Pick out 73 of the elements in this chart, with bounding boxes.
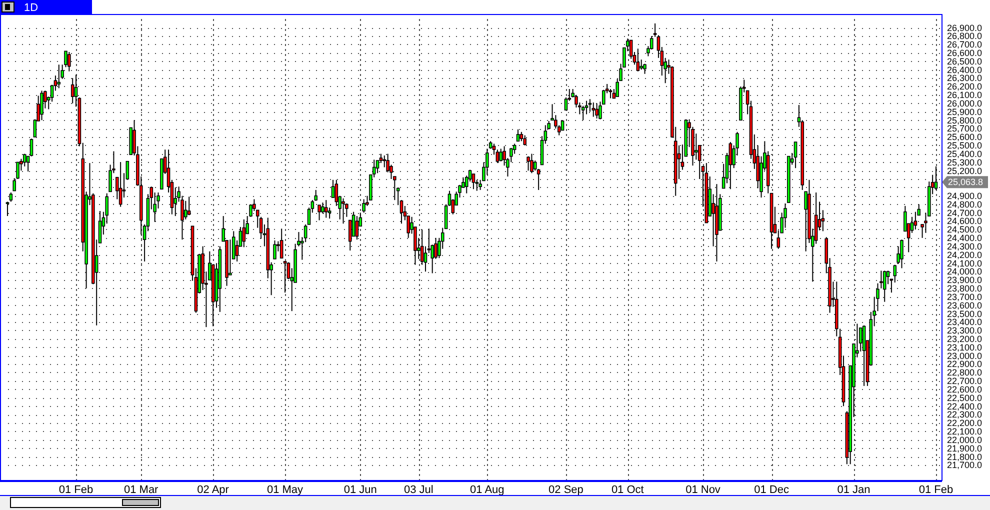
y-tick-label: 21,700.0 <box>947 460 982 470</box>
y-tick-label: 24,200.0 <box>947 250 982 260</box>
y-tick-label: 25,700.0 <box>947 124 982 134</box>
y-tick-label: 24,800.0 <box>947 199 982 210</box>
y-tick-label: 26,000.0 <box>947 98 982 108</box>
y-tick-label: 23,500.0 <box>947 308 982 319</box>
x-tick-label: 01 May <box>266 484 304 496</box>
y-tick-label: 26,800.0 <box>947 31 982 42</box>
y-tick-label: 25,400.0 <box>947 148 982 159</box>
y-tick-label: 24,100.0 <box>947 258 982 268</box>
y-tick-label: 25,600.0 <box>947 132 982 142</box>
y-tick-label: 25,200.0 <box>947 166 982 176</box>
y-tick-label: 23,200.0 <box>947 334 982 344</box>
y-tick-label: 22,300.0 <box>947 410 982 420</box>
y-tick-label: 23,800.0 <box>947 284 982 294</box>
y-tick-label: 25,900.0 <box>947 106 982 117</box>
x-tick-label: 01 Jan <box>837 484 870 496</box>
y-tick-label: 22,000.0 <box>947 434 982 445</box>
y-tick-label: 22,900.0 <box>947 359 982 370</box>
y-tick-label: 25,300.0 <box>947 157 982 168</box>
x-tick-label: 01 Feb <box>58 484 94 496</box>
y-tick-label: 26,200.0 <box>947 82 982 92</box>
y-tick-label: 23,900.0 <box>947 275 982 286</box>
y-tick-label: 23,000.0 <box>947 350 982 361</box>
y-tick-label: 22,100.0 <box>947 426 982 437</box>
y-tick-label: 23,600.0 <box>947 300 982 310</box>
candlestick <box>118 162 122 208</box>
y-tick-label: 26,100.0 <box>947 90 982 100</box>
y-tick-label: 23,300.0 <box>947 326 982 336</box>
y-tick-label: 26,500.0 <box>947 56 982 66</box>
x-tick-label: 01 Dec <box>754 484 790 496</box>
text: 25,063.8 <box>948 177 984 188</box>
candlestick <box>640 59 643 70</box>
x-tick-label: 01 Feb <box>918 484 954 496</box>
y-tick-label: 24,700.0 <box>947 208 982 218</box>
y-tick-label: 25,500.0 <box>947 140 982 151</box>
y-tick-label: 26,600.0 <box>947 48 982 58</box>
x-tick-label: 01 Nov <box>686 484 721 496</box>
y-tick-label: 22,600.0 <box>947 384 982 394</box>
y-tick-label: 21,800.0 <box>947 452 982 462</box>
y-tick-label: 23,400.0 <box>947 317 982 328</box>
candlestick <box>592 102 596 118</box>
y-tick-label: 22,500.0 <box>947 392 982 403</box>
chart-title: 1D <box>24 2 38 14</box>
y-tick-label: 22,700.0 <box>947 376 982 386</box>
y-tick-label: 23,100.0 <box>947 342 982 352</box>
candlestick <box>184 200 188 220</box>
y-tick-label: 24,300.0 <box>947 241 982 252</box>
y-tick-label: 24,000.0 <box>947 266 982 277</box>
y-tick-label: 25,800.0 <box>947 115 982 126</box>
x-tick-label: 02 Sep <box>548 484 584 496</box>
y-tick-label: 23,700.0 <box>947 292 982 302</box>
candlestick <box>880 270 883 289</box>
x-tick-label: 03 Jul <box>404 484 434 496</box>
y-tick-label: 22,200.0 <box>947 418 982 428</box>
y-tick-label: 21,900.0 <box>947 443 982 454</box>
y-tick-label: 26,400.0 <box>947 64 982 75</box>
candlestick <box>499 148 503 162</box>
y-tick-label: 24,600.0 <box>947 216 982 226</box>
y-tick-label: 22,400.0 <box>947 401 982 412</box>
x-tick-label: 01 Mar <box>124 484 159 496</box>
y-tick-label: 24,400.0 <box>947 233 982 244</box>
y-tick-label: 24,500.0 <box>947 224 982 235</box>
x-tick-label: 01 Aug <box>470 484 504 496</box>
x-tick-label: 01 Oct <box>611 484 644 496</box>
y-tick-label: 24,900.0 <box>947 191 982 201</box>
y-tick-label: 22,800.0 <box>947 368 982 378</box>
y-tick-label: 26,300.0 <box>947 73 982 84</box>
x-tick-label: 01 Jun <box>344 484 377 496</box>
candlestick <box>280 228 284 259</box>
y-tick-label: 26,700.0 <box>947 40 982 50</box>
y-tick-label: 26,900.0 <box>947 22 982 33</box>
x-tick-label: 02 Apr <box>197 484 230 496</box>
